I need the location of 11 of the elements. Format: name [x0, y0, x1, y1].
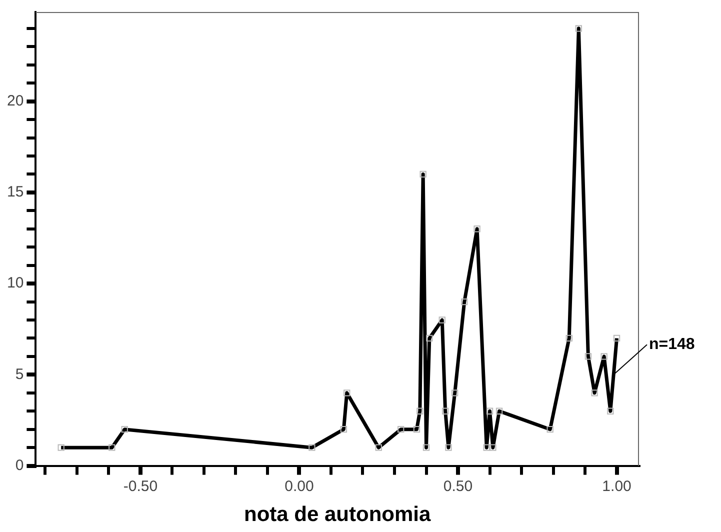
x-axis-title: nota de autonomia [244, 503, 431, 526]
y-tick-label: 10 [6, 274, 24, 292]
y-tick-label: 0 [15, 456, 24, 474]
x-tick-label: 1.00 [602, 478, 632, 495]
annotation: n=148 [649, 336, 695, 354]
y-tick-label: 20 [6, 92, 24, 110]
x-tick-label: 0.00 [284, 478, 314, 495]
y-tick-label: 15 [6, 184, 24, 201]
y-tick-label: 5 [15, 366, 24, 383]
x-tick-label: 0.50 [443, 478, 473, 495]
x-tick-label: -0.50 [123, 478, 158, 495]
